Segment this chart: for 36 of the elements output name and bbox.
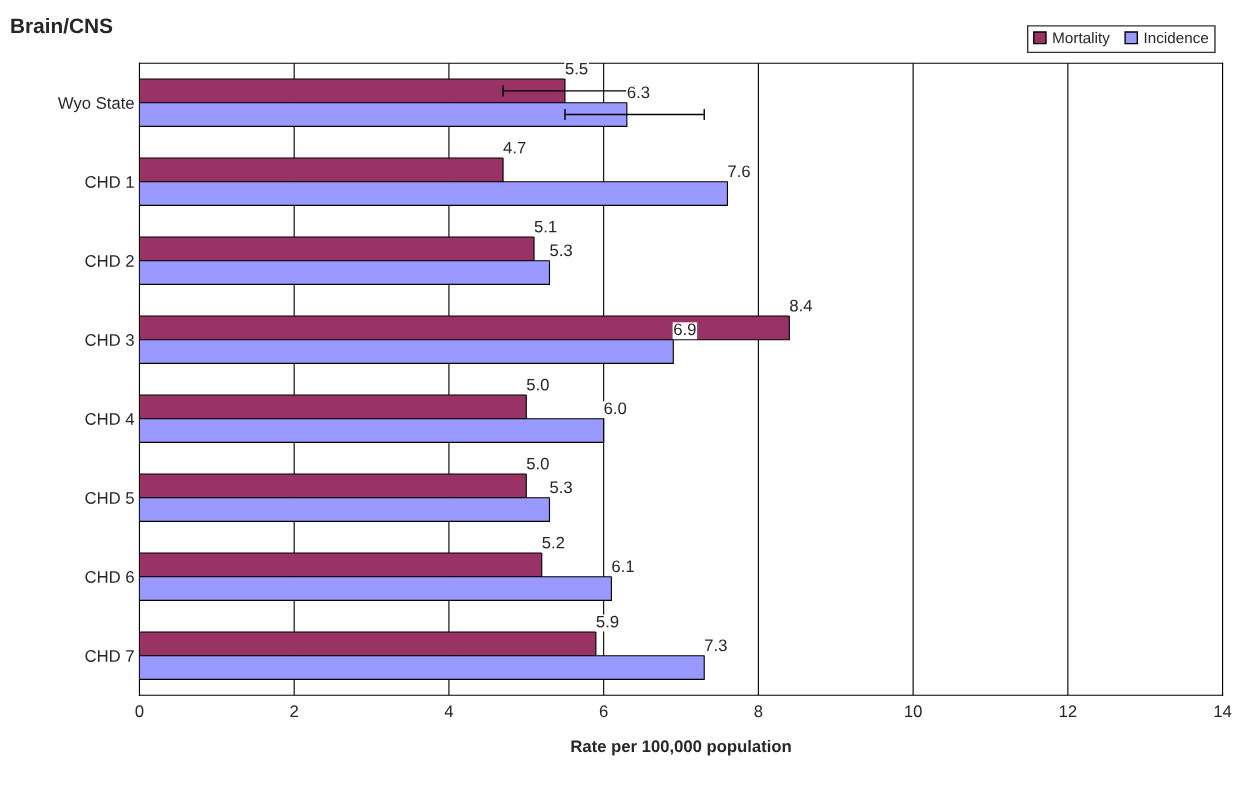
data-label: 5.3 (550, 481, 572, 494)
data-label: 5.5 (565, 62, 588, 75)
y-tick-label: CHD 7 (85, 650, 134, 662)
y-tick-label: CHD 3 (85, 334, 134, 346)
x-tick-label: 14 (1214, 705, 1232, 717)
y-tick-label: CHD 4 (85, 413, 135, 425)
data-label: 8.4 (790, 299, 813, 312)
x-tick-label: 6 (599, 705, 608, 718)
data-label: 6.1 (612, 560, 634, 573)
data-label: 6.0 (604, 402, 627, 415)
data-label: 7.6 (728, 165, 750, 178)
y-tick-label: CHD 1 (85, 176, 134, 188)
data-label: 7.3 (705, 639, 727, 652)
x-tick-label: 0 (135, 705, 144, 718)
legend-label: Mortality (1053, 32, 1110, 47)
x-tick-label: 10 (905, 705, 922, 718)
data-label: 5.0 (526, 457, 549, 470)
data-label: 6.3 (627, 86, 650, 99)
y-tick-label: CHD 5 (85, 492, 134, 504)
data-label: 5.2 (542, 536, 565, 549)
x-tick-label: 8 (754, 705, 763, 718)
legend-label: Incidence (1144, 32, 1209, 44)
y-tick-label: CHD 2 (85, 255, 134, 267)
x-tick-label: 4 (444, 705, 454, 717)
y-tick-label: Wyo State (57, 97, 134, 113)
data-label: 5.0 (526, 378, 549, 391)
x-tick-label: 2 (290, 705, 298, 717)
data-label: 5.1 (534, 220, 557, 233)
x-axis-title: Rate per 100,000 population (571, 739, 791, 756)
x-tick-label: 12 (1059, 705, 1077, 717)
data-label: 5.9 (596, 615, 619, 628)
data-label: 4.7 (503, 141, 526, 154)
data-label: 6.9 (674, 323, 696, 336)
data-label: 5.3 (550, 244, 572, 257)
chart-title: Brain/CNS (11, 17, 113, 34)
y-tick-label: CHD 6 (85, 571, 134, 583)
